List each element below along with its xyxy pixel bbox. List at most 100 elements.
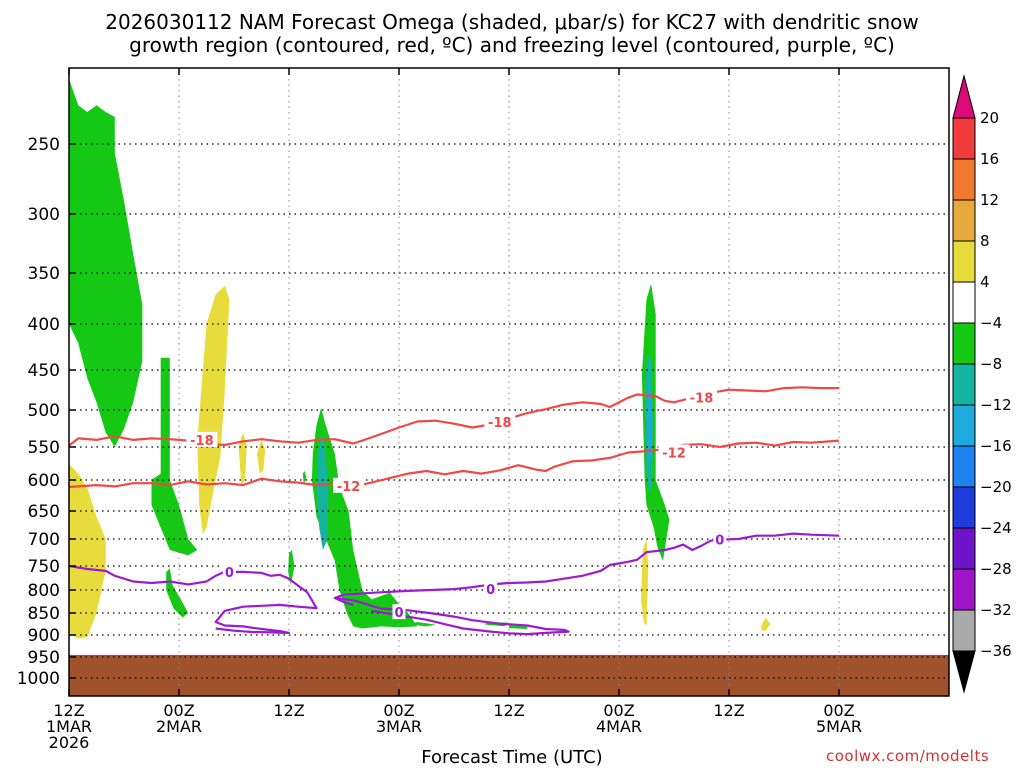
omega-region-17	[761, 617, 771, 631]
contour-label: 0	[486, 583, 495, 598]
x-tick-label: 5MAR	[816, 717, 862, 736]
y-tick-label: 750	[28, 557, 60, 577]
colorbar-label: 12	[980, 191, 999, 209]
y-tick-label: 250	[28, 135, 60, 155]
colorbar-bin	[952, 322, 976, 365]
x-tick-label: 12Z	[273, 701, 304, 720]
colorbar-label: 4	[980, 273, 990, 291]
colorbar-label: −32	[980, 601, 1012, 619]
omega-region-10	[408, 622, 436, 627]
omega-region-3	[166, 568, 189, 618]
colorbar-bin	[952, 445, 976, 488]
colorbar-bin	[952, 486, 976, 529]
colorbar-bin	[952, 240, 976, 283]
y-tick-label: 500	[28, 401, 60, 421]
colorbar-label: 20	[980, 109, 999, 127]
y-tick-label: 650	[28, 502, 60, 522]
x-tick-label: 2026	[49, 733, 90, 752]
colorbar-bin	[952, 117, 976, 160]
colorbar-label: −28	[980, 560, 1012, 578]
x-tick-label: 2MAR	[156, 717, 202, 736]
omega-region-2	[151, 357, 198, 556]
contour-label-bg	[186, 431, 218, 447]
colorbar-bin	[952, 527, 976, 570]
colorbar-label: −4	[980, 314, 1002, 332]
contour-label: -18	[488, 416, 512, 431]
contour-label-bg	[713, 531, 727, 547]
x-tick-label: 00Z	[163, 701, 194, 720]
colorbar-top-arrow	[952, 74, 976, 119]
dgz-contour--12	[69, 439, 840, 489]
contour-label-bg	[686, 389, 717, 405]
colorbar-label: 8	[980, 232, 990, 250]
colorbar-bottom-arrow	[952, 650, 976, 694]
credit-link[interactable]: coolwx.com/modelts	[826, 747, 990, 765]
omega-region-5	[238, 432, 247, 487]
x-tick-label: 00Z	[823, 701, 854, 720]
omega-region-1	[69, 463, 106, 639]
dgz-contour--18	[69, 386, 839, 447]
x-tick-label: 00Z	[383, 701, 414, 720]
y-tick-label: 300	[28, 205, 60, 225]
y-tick-label: 1000	[17, 669, 60, 689]
omega-region-0	[69, 78, 143, 448]
colorbar-bin	[952, 568, 976, 611]
omega-region-8	[302, 471, 307, 484]
x-tick-label: 00Z	[603, 701, 634, 720]
colorbar-label: −20	[980, 478, 1012, 496]
contour-label-bg	[222, 563, 236, 579]
contour-label: 0	[715, 534, 724, 549]
y-tick-label: 850	[28, 604, 60, 624]
omega-region-9	[311, 407, 418, 629]
contour-label: 0	[394, 606, 403, 621]
freezing-level-contour	[333, 532, 840, 606]
x-tick-label: 3MAR	[376, 717, 422, 736]
colorbar-bin	[952, 199, 976, 242]
contour-label-bg	[484, 414, 516, 430]
omega-region-7	[288, 550, 295, 586]
x-tick-label: 12Z	[53, 701, 84, 720]
omega-region-12	[316, 432, 329, 550]
contour-label: -18	[690, 392, 714, 407]
chart-title-line1: 2026030112 NAM Forecast Omega (shaded, μ…	[105, 10, 919, 34]
omega-region-15	[647, 378, 652, 468]
contour-label-bg	[333, 477, 365, 493]
omega-region-16	[641, 539, 649, 627]
colorbar-label: −16	[980, 437, 1012, 455]
y-tick-label: 400	[28, 315, 60, 335]
colorbar-label: 16	[980, 150, 999, 168]
contour-label: -12	[337, 480, 361, 495]
freezing-level-contour	[69, 564, 318, 634]
x-tick-label: 1MAR	[46, 717, 92, 736]
chart-title-line2: growth region (contoured, red, ºC) and f…	[129, 33, 895, 57]
omega-region-6	[256, 439, 266, 474]
freezing-level-contour	[334, 596, 570, 636]
colorbar-bin	[952, 609, 976, 652]
contour-label: 0	[225, 566, 234, 581]
contour-label: -18	[190, 434, 214, 449]
contour-label-bg	[658, 444, 690, 460]
x-tick-label: 4MAR	[596, 717, 642, 736]
y-tick-label: 700	[28, 530, 60, 550]
contour-label: -12	[662, 447, 686, 462]
y-tick-label: 550	[28, 438, 60, 458]
contour-label-bg	[392, 604, 406, 620]
y-tick-label: 900	[28, 626, 60, 646]
colorbar-label: −12	[980, 396, 1012, 414]
y-tick-label: 450	[28, 361, 60, 381]
contour-label-bg	[484, 581, 498, 597]
colorbar-bin	[952, 158, 976, 201]
colorbar-bin	[952, 404, 976, 447]
y-tick-label: 350	[28, 264, 60, 284]
y-tick-label: 950	[28, 648, 60, 668]
x-tick-label: 12Z	[713, 701, 744, 720]
x-axis-title: Forecast Time (UTC)	[421, 747, 603, 768]
x-tick-label: 12Z	[493, 701, 524, 720]
colorbar-bin	[952, 363, 976, 406]
omega-region-18	[509, 625, 528, 629]
colorbar-bin	[952, 281, 976, 324]
omega-region-13	[641, 283, 670, 561]
y-tick-label: 800	[28, 581, 60, 601]
colorbar-label: −24	[980, 519, 1012, 537]
